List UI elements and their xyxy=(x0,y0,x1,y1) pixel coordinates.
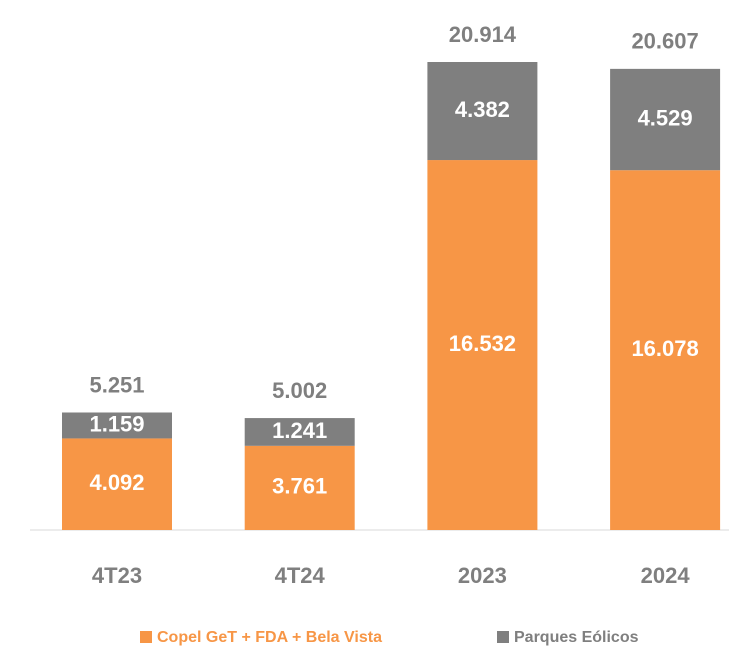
bar-segment xyxy=(62,412,172,439)
data-label: 1.241 xyxy=(272,418,327,443)
x-tick-label: 2024 xyxy=(641,563,691,588)
legend-swatch xyxy=(497,631,509,643)
x-tick-label: 4T24 xyxy=(275,563,326,588)
bar-segment xyxy=(62,438,172,530)
data-label: 4.382 xyxy=(455,97,510,122)
data-label: 4.092 xyxy=(89,470,144,495)
bar-segment xyxy=(427,62,538,161)
legend-label: Parques Eólicos xyxy=(514,629,639,646)
bar-segment xyxy=(244,418,355,446)
data-label: 3.761 xyxy=(272,474,327,499)
total-label: 20.914 xyxy=(449,22,517,47)
data-label: 16.532 xyxy=(449,331,516,356)
x-tick-label: 4T23 xyxy=(92,563,142,588)
data-label: 4.529 xyxy=(638,105,693,130)
bar-segment xyxy=(244,445,355,530)
total-label: 20.607 xyxy=(631,29,698,54)
total-label: 5.251 xyxy=(89,372,144,397)
total-label: 5.002 xyxy=(272,378,327,403)
x-tick-label: 2023 xyxy=(458,563,507,588)
data-label: 16.078 xyxy=(631,336,698,361)
bar-segment xyxy=(610,68,721,171)
data-label: 1.159 xyxy=(89,411,144,436)
bar-segment xyxy=(427,160,538,531)
bar-segment xyxy=(610,170,721,530)
legend-swatch xyxy=(140,631,152,643)
legend-label: Copel GeT + FDA + Bela Vista xyxy=(157,629,382,646)
